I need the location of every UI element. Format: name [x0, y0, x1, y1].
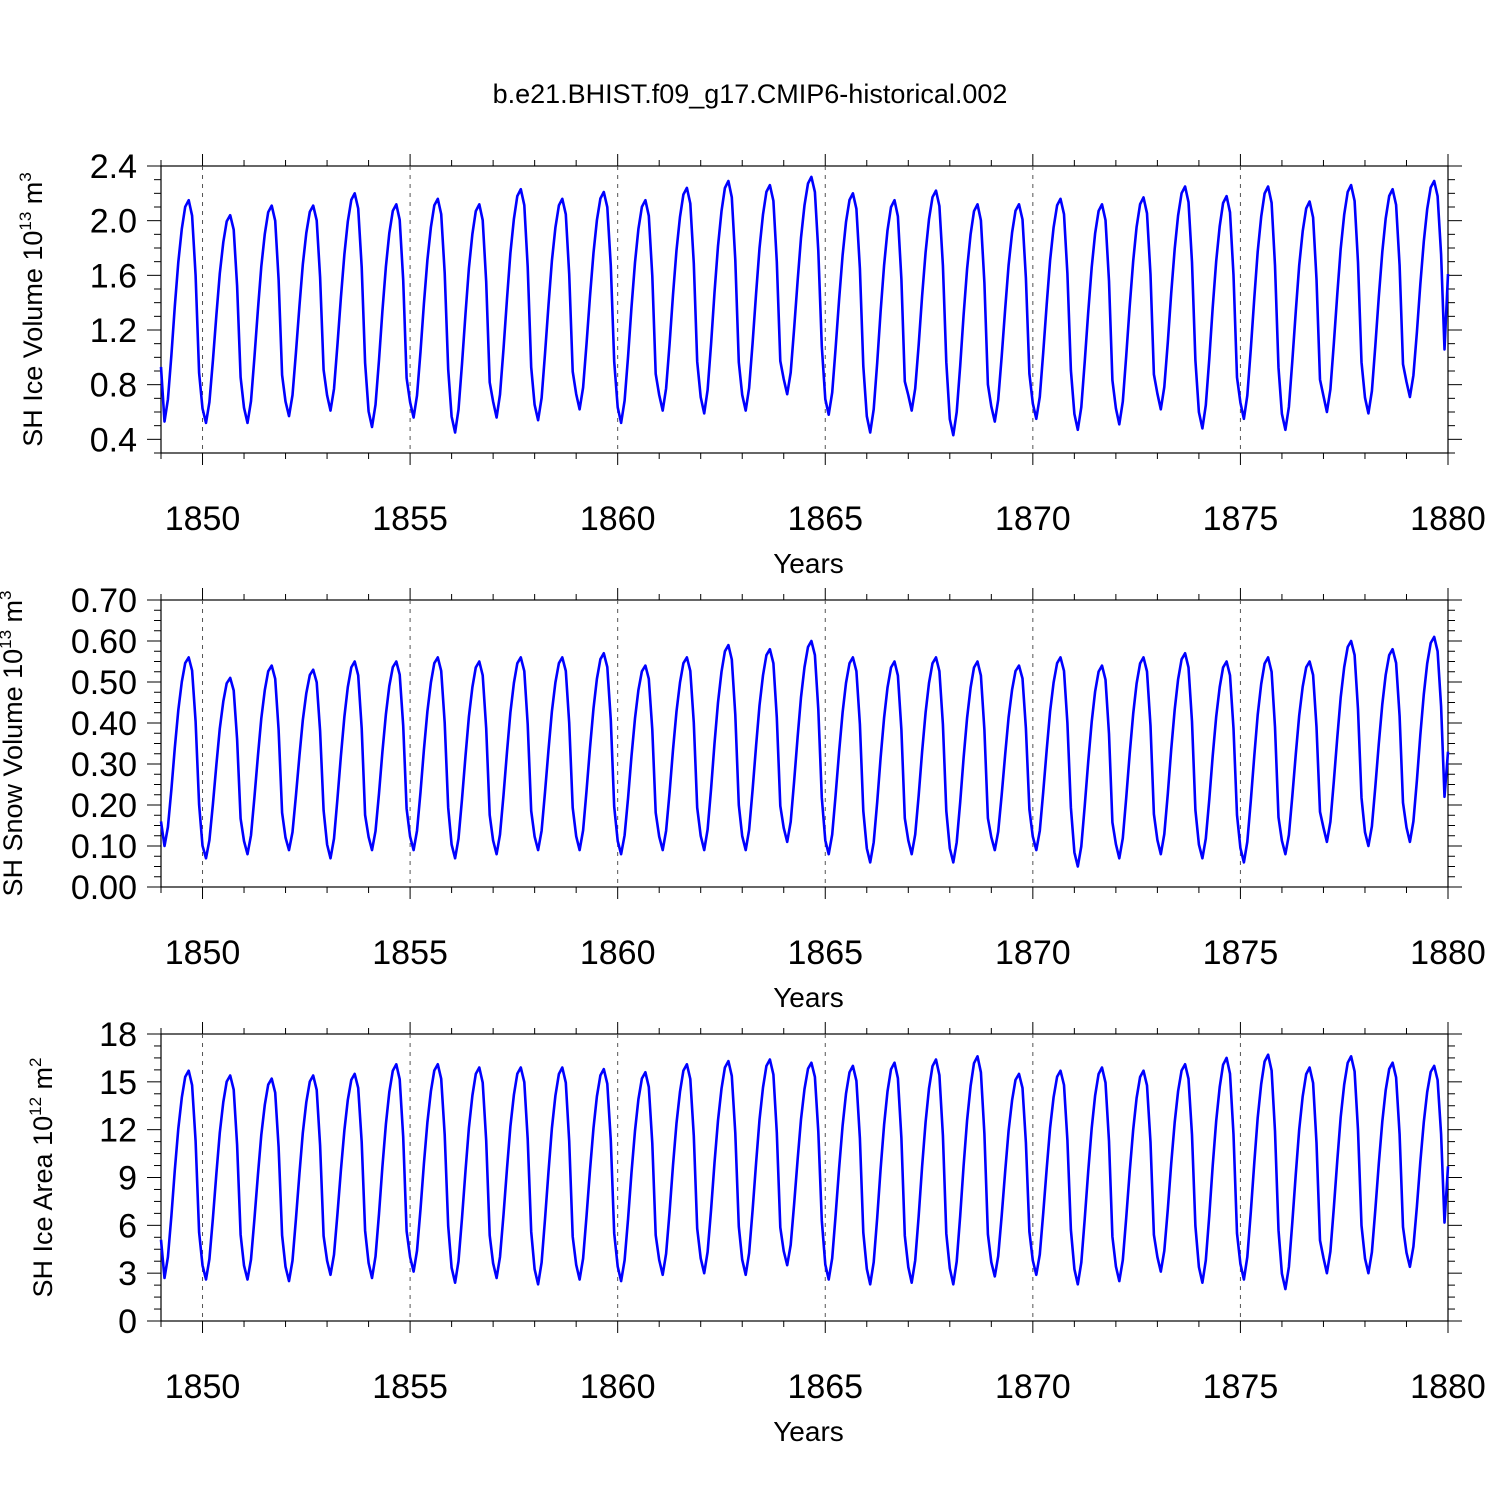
figure-title: b.e21.BHIST.f09_g17.CMIP6-historical.002 [493, 79, 1008, 109]
x-tick-label: 1860 [580, 500, 656, 538]
x-tick-label: 1880 [1410, 500, 1486, 538]
x-tick-label: 1880 [1410, 1368, 1486, 1406]
series-line [159, 635, 1450, 868]
y-tick-label: 3 [118, 1255, 137, 1293]
y-tick-label: 0.4 [90, 421, 137, 459]
y-tick-label: 0.40 [71, 705, 137, 743]
x-tick-label: 1860 [580, 934, 656, 972]
y-tick-label: 0.50 [71, 664, 137, 702]
x-tick-label: 1855 [372, 934, 448, 972]
x-tick-label: 1875 [1203, 500, 1279, 538]
y-tick-label: 0.00 [71, 869, 137, 907]
x-tick-label: 1855 [372, 1368, 448, 1406]
y-axis-title: SH Snow Volume 1013 m3 [0, 590, 28, 896]
x-axis-title: Years [773, 982, 844, 1013]
x-tick-label: 1850 [165, 1368, 241, 1406]
y-tick-label: 0.70 [71, 582, 137, 620]
x-tick-label: 1865 [787, 500, 863, 538]
y-tick-label: 0.8 [90, 367, 137, 405]
x-tick-label: 1870 [995, 500, 1071, 538]
ice-volume-panel: 1850 1855 1860 1865 1870 1875 1880 0.4 0.8 1.2 1.6… [16, 148, 1486, 579]
x-tick-label: 1850 [165, 500, 241, 538]
x-tick-label: 1860 [580, 1368, 656, 1406]
plot-frame [160, 165, 1449, 454]
y-tick-label: 0.30 [71, 746, 137, 784]
y-tick-label: 15 [99, 1064, 137, 1102]
x-tick-label: 1875 [1203, 934, 1279, 972]
y-tick-label: 2.4 [90, 148, 137, 186]
series-line [159, 175, 1450, 437]
x-tick-label: 1875 [1203, 1368, 1279, 1406]
y-tick-label: 0.20 [71, 787, 137, 825]
snow-volume-panel: 1850 1855 1860 1865 1870 1875 1880 0.000.100.20… [0, 582, 1486, 1013]
series-line [159, 1053, 1450, 1291]
x-axis-title: Years [773, 1416, 844, 1447]
y-tick-label: 0 [118, 1303, 137, 1341]
ice-area-panel: 1850 1855 1860 1865 1870 1875 1880 0 3 6 9 12 15 18 Ye… [26, 1016, 1486, 1447]
y-tick-label: 9 [118, 1160, 137, 1198]
y-tick-label: 0.10 [71, 828, 137, 866]
x-tick-label: 1855 [372, 500, 448, 538]
y-tick-label: 12 [99, 1112, 137, 1150]
x-axis-title: Years [773, 548, 844, 579]
x-tick-label: 1865 [787, 934, 863, 972]
x-tick-label: 1880 [1410, 934, 1486, 972]
y-axis-title: SH Ice Volume 1013 m3 [16, 172, 48, 447]
y-tick-label: 0.60 [71, 623, 137, 661]
y-axis-title: SH Ice Area 1012 m2 [26, 1058, 58, 1298]
x-tick-label: 1870 [995, 934, 1071, 972]
x-tick-label: 1870 [995, 1368, 1071, 1406]
y-tick-label: 1.6 [90, 257, 137, 295]
y-tick-label: 1.2 [90, 312, 137, 350]
x-tick-label: 1865 [787, 1368, 863, 1406]
y-tick-label: 6 [118, 1207, 137, 1245]
x-tick-label: 1850 [165, 934, 241, 972]
y-tick-label: 2.0 [90, 203, 137, 241]
y-tick-label: 18 [99, 1016, 137, 1054]
